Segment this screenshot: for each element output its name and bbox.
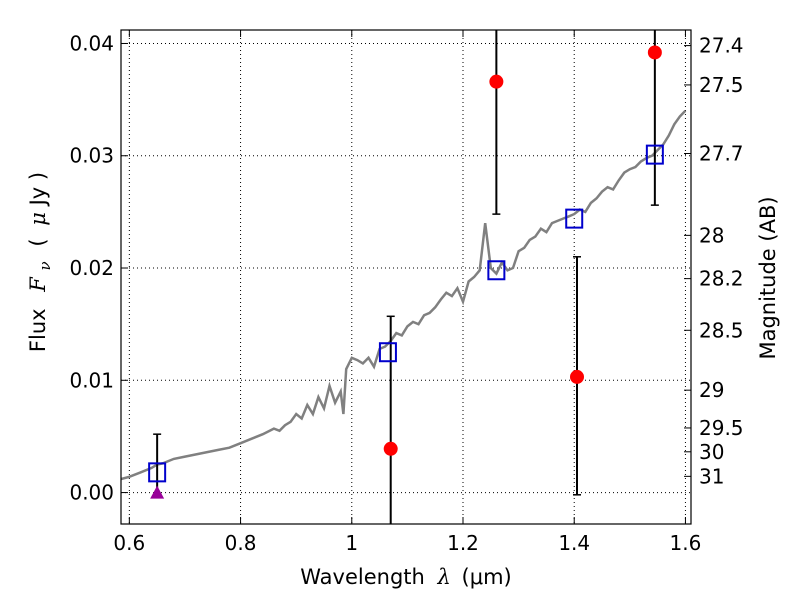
- right-tick-label: 29: [699, 378, 724, 402]
- right-tick-label: 30: [699, 440, 724, 464]
- y-axis-left-label: Flux F ν ( μ Jy ): [26, 172, 55, 352]
- x-tick-label: 0.8: [225, 531, 257, 555]
- tick-marks: 0.6 0.8 1 1.2 1.4 1.6 0.00 0.01 0.02 0.03 0.04 27.4…: [69, 30, 744, 555]
- x-tick-label: 1: [345, 531, 358, 555]
- right-tick-label: 27.5: [699, 73, 744, 97]
- model-square-point: [565, 208, 584, 229]
- model-square-point: [378, 342, 397, 363]
- observed-point: [383, 441, 398, 456]
- right-tick-label: 28.2: [699, 267, 744, 291]
- y-axis-right-label: Magnitude (AB): [756, 196, 780, 359]
- y-tick-label: 0.04: [69, 31, 114, 55]
- x-tick-label: 0.6: [113, 531, 145, 555]
- right-tick-label: 28.5: [699, 318, 744, 342]
- y-tick-label: 0.03: [69, 144, 114, 168]
- x-tick-label: 1.2: [447, 531, 479, 555]
- x-axis-label: Wavelength λ (μm): [300, 565, 511, 589]
- observed-point: [489, 74, 504, 89]
- series-layer: [121, 30, 687, 524]
- x-tick-label: 1.6: [670, 531, 702, 555]
- right-tick-label: 29.5: [699, 416, 744, 440]
- plot-frame: [120, 29, 692, 525]
- grid-lines: [121, 30, 691, 524]
- y-tick-label: 0.00: [69, 481, 114, 505]
- y-tick-label: 0.01: [69, 368, 114, 392]
- x-tick-label: 1.4: [558, 531, 590, 555]
- right-tick-label: 27.4: [699, 34, 744, 58]
- model-square-point: [148, 462, 167, 483]
- observed-point: [647, 45, 662, 60]
- y-tick-label: 0.02: [69, 256, 114, 280]
- upper-limit-triangle: [150, 485, 165, 499]
- right-tick-label: 31: [699, 464, 724, 488]
- model-square-point: [645, 144, 664, 165]
- model-square-point: [487, 260, 506, 281]
- observed-point: [570, 369, 584, 384]
- right-tick-label: 27.7: [699, 142, 744, 166]
- sed-line: [121, 109, 687, 481]
- right-tick-label: 28: [699, 223, 724, 247]
